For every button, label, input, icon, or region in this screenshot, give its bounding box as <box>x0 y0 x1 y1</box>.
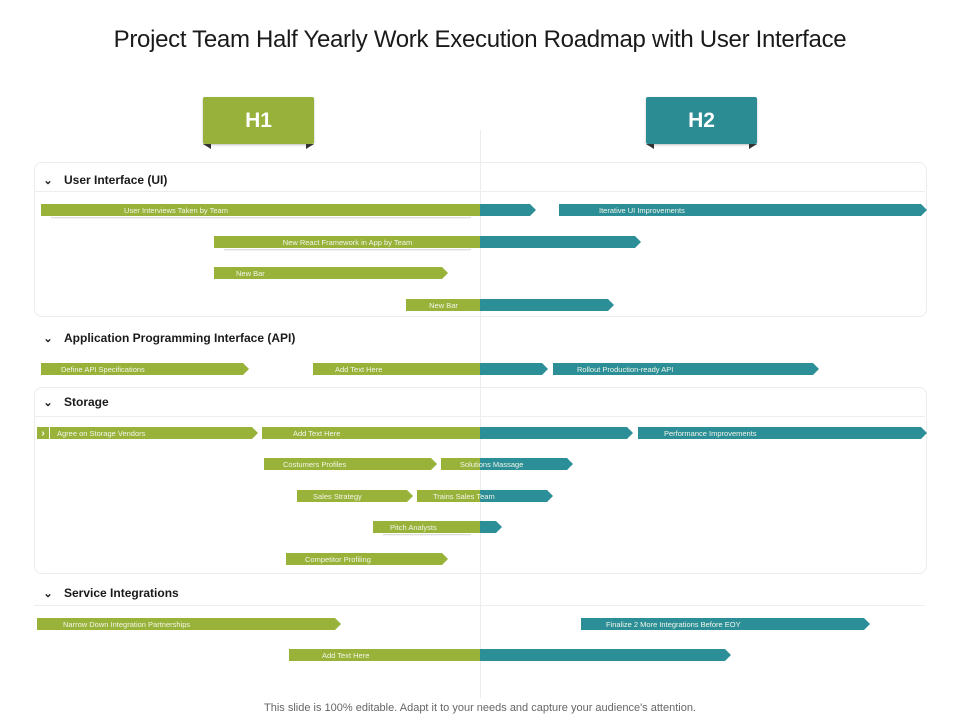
roadmap-bar-solutions-massage[interactable]: Solutions Massage <box>441 458 523 470</box>
section-header-api[interactable]: ⌄ Application Programming Interface (API… <box>38 325 295 351</box>
roadmap-bar-storage-add-text[interactable]: Add Text Here <box>262 427 481 439</box>
section-header-divider <box>34 416 925 417</box>
roadmap-bar-trains-sales-team[interactable]: Trains Sales Team <box>417 490 495 502</box>
roadmap-bar-trains-sales-team-h2[interactable] <box>480 490 553 502</box>
half-divider-line <box>480 130 481 698</box>
section-header-storage[interactable]: ⌄ Storage <box>38 389 109 415</box>
roadmap-bar-competitor-profiling[interactable]: Competitor Profiling <box>286 553 448 565</box>
chevron-down-icon[interactable]: ⌄ <box>43 587 53 600</box>
tab-fold-right <box>306 144 314 149</box>
chevron-down-icon[interactable]: ⌄ <box>43 332 53 345</box>
section-header-ui[interactable]: ⌄ User Interface (UI) <box>38 167 167 193</box>
section-header-service[interactable]: ⌄ Service Integrations <box>38 580 179 606</box>
roadmap-bar-performance[interactable]: Performance Improvements <box>638 427 927 439</box>
roadmap-bar-api-add-text-h2[interactable] <box>480 363 548 375</box>
tab-fold-right <box>749 144 757 149</box>
roadmap-bar-react-framework[interactable]: New React Framework in App by Team <box>214 236 481 251</box>
roadmap-bar-rollout-api[interactable]: Rollout Production-ready API <box>553 363 819 375</box>
roadmap-bar-react-framework-h2[interactable] <box>480 236 641 248</box>
section-label-api: Application Programming Interface (API) <box>64 331 296 345</box>
chevron-down-icon[interactable]: ⌄ <box>43 396 53 409</box>
roadmap-bar-solutions-massage-h2[interactable] <box>480 458 573 470</box>
chevron-right-icon[interactable]: › <box>37 427 50 439</box>
roadmap-bar-user-interviews-h2[interactable] <box>480 204 536 216</box>
roadmap-bar-iterative-ui[interactable]: Iterative UI Improvements <box>559 204 927 216</box>
roadmap-bar-new-bar-2[interactable]: New Bar <box>406 299 481 311</box>
storage-section-box <box>34 387 927 574</box>
half-h1-tab: H1 <box>203 97 314 149</box>
roadmap-bar-finalize-integrations[interactable]: Finalize 2 More Integrations Before EOY <box>581 618 870 630</box>
roadmap-bar-sales-strategy[interactable]: Sales Strategy <box>297 490 413 502</box>
roadmap-bar-new-bar-2-h2[interactable] <box>480 299 614 311</box>
page-title: Project Team Half Yearly Work Execution … <box>113 26 847 53</box>
roadmap-bar-storage-add-text-h2[interactable] <box>480 427 633 439</box>
roadmap-bar-pitch-analysts-h2[interactable] <box>480 521 502 533</box>
roadmap-bar-pitch-analysts[interactable]: Pitch Analysts <box>373 521 481 536</box>
roadmap-bar-user-interviews[interactable]: User Interviews Taken by Team <box>41 204 481 219</box>
roadmap-bar-service-add-text[interactable]: Add Text Here <box>289 649 481 661</box>
roadmap-bar-new-bar-1[interactable]: New Bar <box>214 267 448 279</box>
tab-fold-left <box>203 144 211 149</box>
section-header-divider <box>34 605 925 606</box>
roadmap-bar-storage-vendors[interactable]: Agree on Storage Vendors <box>50 427 258 439</box>
roadmap-bar-customer-profiles[interactable]: Costumers Profiles <box>264 458 437 470</box>
half-h2-label: H2 <box>688 108 715 132</box>
section-label-service: Service Integrations <box>64 586 179 600</box>
chevron-down-icon[interactable]: ⌄ <box>43 174 53 187</box>
section-header-divider <box>34 191 925 192</box>
footer-note: This slide is 100% editable. Adapt it to… <box>264 702 696 714</box>
tab-fold-left <box>646 144 654 149</box>
roadmap-bar-narrow-down[interactable]: Narrow Down Integration Partnerships <box>37 618 341 630</box>
half-h1-label: H1 <box>245 108 272 132</box>
half-h2-tab: H2 <box>646 97 757 149</box>
roadmap-bar-define-api[interactable]: Define API Specifications <box>41 363 249 375</box>
section-label-storage: Storage <box>64 395 109 409</box>
section-label-ui: User Interface (UI) <box>64 173 168 187</box>
roadmap-bar-api-add-text[interactable]: Add Text Here <box>313 363 481 375</box>
roadmap-bar-service-add-text-h2[interactable] <box>480 649 731 661</box>
ui-section-box <box>34 162 927 317</box>
